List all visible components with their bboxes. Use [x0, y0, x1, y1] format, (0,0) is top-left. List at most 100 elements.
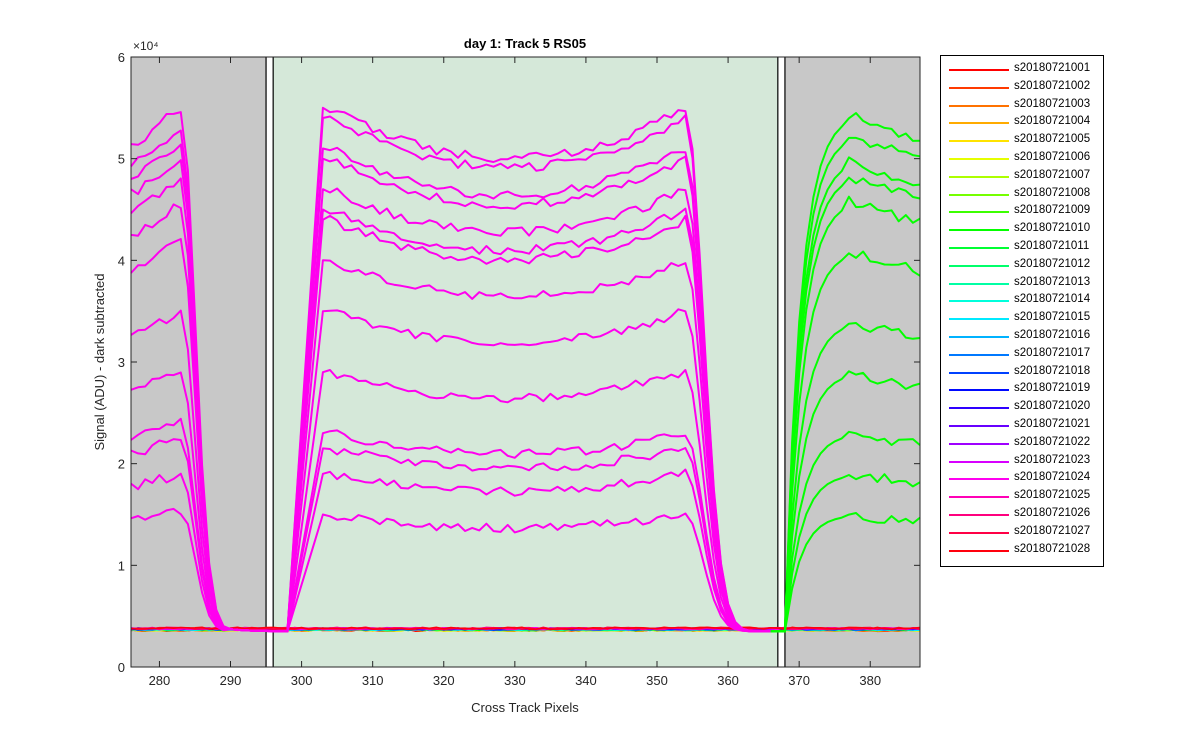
- legend-swatch: [949, 282, 1009, 285]
- legend-swatch: [949, 353, 1009, 356]
- x-tick-label: 370: [788, 673, 810, 688]
- shaded-regions: [131, 57, 920, 667]
- x-axis-label: Cross Track Pixels: [471, 700, 579, 715]
- legend-swatch: [949, 531, 1009, 534]
- legend-item: s20180721024: [941, 470, 1105, 488]
- legend-item: s20180721020: [941, 399, 1105, 417]
- right-profile-6: [770, 250, 921, 633]
- x-tick-label: 320: [433, 673, 455, 688]
- legend-item: s20180721011: [941, 239, 1105, 257]
- legend-label: s20180721023: [1014, 453, 1091, 466]
- legend-item: s20180721010: [941, 221, 1105, 239]
- legend-label: s20180721025: [1014, 489, 1091, 502]
- legend-label: s20180721022: [1014, 435, 1091, 448]
- center-profile-12: [273, 447, 778, 633]
- center-profile-10: [273, 369, 778, 633]
- x-tick-label: 290: [220, 673, 242, 688]
- series-lines: [130, 106, 921, 633]
- legend-label: s20180721003: [1014, 97, 1091, 110]
- legend-label: s20180721019: [1014, 382, 1091, 395]
- legend-swatch: [949, 69, 1009, 71]
- legend-label: s20180721002: [1014, 79, 1091, 92]
- y-axis-label: Signal (ADU) - dark subtracted: [92, 273, 107, 450]
- legend-item: s20180721025: [941, 488, 1105, 506]
- x-tick-label: 340: [575, 673, 597, 688]
- legend-item: s20180721013: [941, 275, 1105, 293]
- legend-swatch: [949, 514, 1009, 516]
- legend-item: s20180721021: [941, 417, 1105, 435]
- legend-swatch: [949, 247, 1009, 249]
- legend-label: s20180721018: [1014, 364, 1091, 377]
- x-tick-label: 330: [504, 673, 526, 688]
- legend-label: s20180721001: [1014, 62, 1091, 74]
- y-tick-label: 0: [118, 660, 125, 675]
- legend-label: s20180721008: [1014, 186, 1091, 199]
- legend-item: s20180721009: [941, 203, 1105, 221]
- chart-title: day 1: Track 5 RS05: [464, 36, 586, 51]
- legend-swatch: [949, 371, 1009, 374]
- legend-item: s20180721028: [941, 542, 1105, 560]
- legend-label: s20180721011: [1014, 240, 1090, 252]
- center-profile-2: [273, 114, 778, 633]
- legend: s20180721001 s20180721002 s20180721003 s201…: [940, 55, 1104, 567]
- legend-swatch: [949, 407, 1009, 410]
- x-tick-label: 280: [149, 673, 171, 688]
- legend-swatch: [949, 211, 1009, 214]
- y-tick-label: 4: [118, 253, 125, 268]
- legend-item: s20180721004: [941, 114, 1105, 132]
- legend-swatch: [949, 104, 1009, 107]
- legend-swatch: [949, 549, 1009, 552]
- legend-label: s20180721015: [1014, 311, 1091, 324]
- legend-label: s20180721014: [1014, 293, 1091, 306]
- legend-label: s20180721005: [1014, 133, 1091, 146]
- center-profile-4: [273, 155, 778, 633]
- legend-item: s20180721012: [941, 257, 1105, 275]
- legend-item: s20180721006: [941, 150, 1105, 168]
- center-profile-5: [273, 187, 778, 633]
- left-profile-13: [130, 507, 281, 633]
- y-tick-label: 3: [118, 355, 125, 370]
- legend-item: s20180721027: [941, 524, 1105, 542]
- legend-label: s20180721020: [1014, 400, 1091, 413]
- legend-item: s20180721014: [941, 292, 1105, 310]
- legend-item: s20180721003: [941, 97, 1105, 115]
- shaded-region-1: [131, 57, 267, 667]
- y-axis-exponent: ×10⁴: [133, 39, 159, 53]
- x-tick-label: 350: [646, 673, 668, 688]
- y-axis-ticks: 0 1 2 3 4 5 6: [118, 50, 920, 675]
- legend-label: s20180721013: [1014, 275, 1091, 288]
- legend-swatch: [949, 389, 1009, 392]
- legend-item: s20180721016: [941, 328, 1105, 346]
- legend-item: s20180721008: [941, 186, 1105, 204]
- legend-swatch: [949, 86, 1009, 89]
- legend-item: s20180721015: [941, 310, 1105, 328]
- legend-label: s20180721016: [1014, 329, 1091, 341]
- legend-label: s20180721010: [1014, 222, 1091, 235]
- center-profile-11: [273, 429, 778, 633]
- legend-label: s20180721009: [1014, 204, 1091, 217]
- legend-label: s20180721007: [1014, 168, 1091, 181]
- legend-swatch: [949, 264, 1009, 267]
- legend-label: s20180721006: [1014, 151, 1091, 163]
- legend-swatch: [949, 300, 1009, 303]
- legend-item: s20180721026: [941, 506, 1105, 524]
- legend-swatch: [949, 122, 1009, 125]
- legend-label: s20180721017: [1014, 346, 1091, 359]
- legend-item: s20180721023: [941, 453, 1105, 471]
- legend-swatch: [949, 158, 1009, 160]
- legend-swatch: [949, 193, 1009, 196]
- legend-swatch: [949, 425, 1009, 427]
- series-baseline-s20180721028: [130, 626, 921, 630]
- legend-label: s20180721004: [1014, 115, 1091, 128]
- legend-label: s20180721012: [1014, 257, 1091, 270]
- right-profile-11: [770, 512, 921, 633]
- legend-label: s20180721024: [1014, 471, 1091, 484]
- y-tick-label: 6: [118, 50, 125, 65]
- legend-item: s20180721002: [941, 79, 1105, 97]
- right-profile-8: [770, 370, 921, 633]
- right-profile-9: [770, 430, 921, 633]
- legend-swatch: [949, 478, 1009, 481]
- x-tick-label: 360: [717, 673, 739, 688]
- legend-swatch: [949, 336, 1009, 338]
- legend-swatch: [949, 229, 1009, 232]
